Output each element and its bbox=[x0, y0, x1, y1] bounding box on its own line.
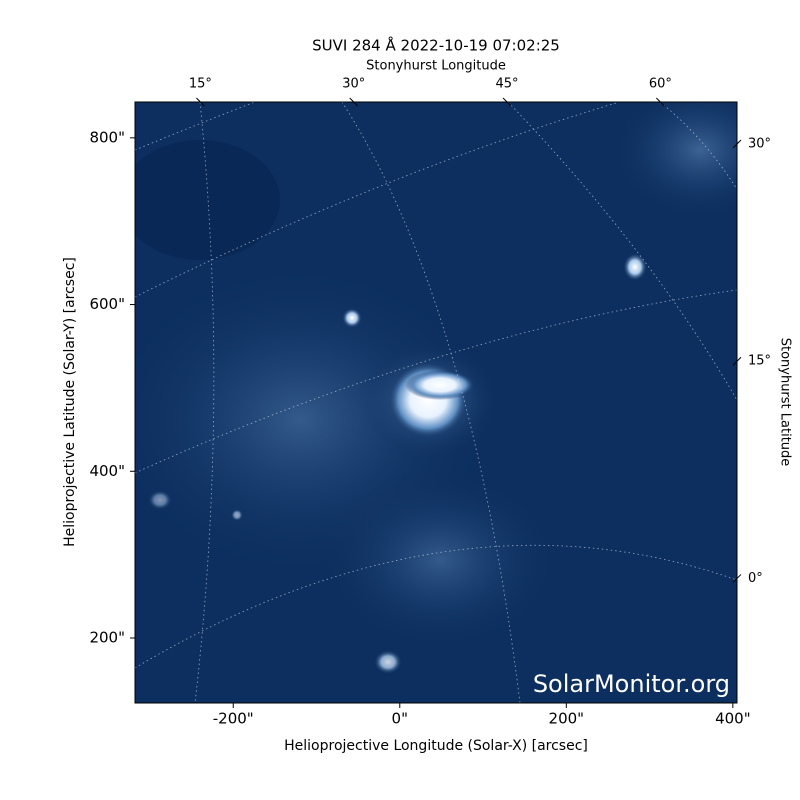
y2-tick bbox=[732, 139, 742, 149]
y-tick-label: 200" bbox=[89, 628, 125, 646]
chart-title: SUVI 284 Å 2022-10-19 07:02:25 bbox=[312, 36, 560, 55]
y-axis-label: Helioprojective Latitude (Solar-Y) [arcs… bbox=[62, 257, 78, 547]
x-tick-label: -200" bbox=[213, 710, 254, 728]
y2-tick bbox=[732, 574, 742, 583]
x-tick-label: 400" bbox=[715, 710, 751, 728]
y2-axis-label: Stonyhurst Latitude bbox=[778, 338, 793, 467]
x-tick-label: 200" bbox=[549, 710, 585, 728]
x-axis-label: Helioprojective Longitude (Solar-X) [arc… bbox=[284, 738, 588, 754]
y-tick-label: 800" bbox=[89, 128, 125, 146]
x2-axis-label: Stonyhurst Longitude bbox=[366, 59, 506, 74]
x2-tick-label: 30° bbox=[342, 77, 365, 92]
y2-tick-label: 15° bbox=[748, 354, 771, 369]
y2-tick bbox=[732, 356, 742, 366]
y2-tick-label: 30° bbox=[748, 136, 771, 151]
y-tick-label: 600" bbox=[89, 295, 125, 313]
x2-tick bbox=[349, 97, 359, 107]
x2-tick bbox=[502, 97, 512, 107]
x2-tick bbox=[196, 97, 205, 107]
watermark: SolarMonitor.org bbox=[533, 670, 730, 698]
x2-tick-label: 60° bbox=[649, 77, 672, 92]
y-tick-label: 400" bbox=[89, 462, 125, 480]
x2-tick bbox=[655, 97, 665, 107]
x-tick-label: 0" bbox=[392, 710, 408, 728]
y2-tick-label: 0° bbox=[748, 571, 763, 586]
solar-image bbox=[135, 102, 737, 703]
x2-tick-label: 15° bbox=[189, 77, 212, 92]
plot-frame bbox=[134, 101, 738, 704]
x2-tick-label: 45° bbox=[496, 77, 519, 92]
